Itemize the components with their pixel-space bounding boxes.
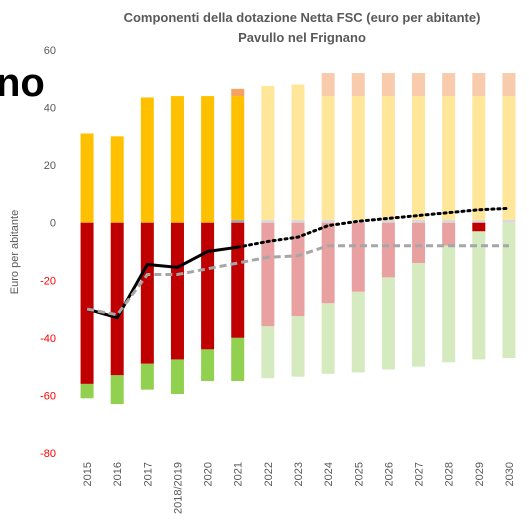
x-tick-label: 2030 (504, 462, 516, 486)
bar-segment (472, 222, 486, 232)
y-tick-label: 60 (44, 45, 56, 57)
bar-segment (351, 291, 365, 373)
bar-segment (442, 219, 456, 223)
bar-segment (261, 326, 275, 379)
bar-segment (231, 222, 245, 338)
y-tick-label: 40 (44, 103, 56, 115)
bar-segment (291, 84, 305, 220)
y-tick-label: 20 (44, 160, 56, 172)
x-tick-label: 2017 (142, 462, 154, 486)
bar-segment (442, 245, 456, 363)
bar-segment (472, 219, 486, 223)
bar-segment (170, 96, 184, 223)
bar-segment (381, 277, 395, 370)
y-tick-label: -60 (40, 390, 56, 402)
bar-segment (502, 222, 516, 359)
bar-segment (502, 96, 516, 220)
bar-segment (261, 85, 275, 220)
x-tick-label: 2016 (112, 462, 124, 486)
bar-segment (140, 363, 154, 390)
bar-segment (472, 231, 486, 360)
bar-segment (351, 219, 365, 223)
bar-segment (291, 316, 305, 377)
x-tick-label: 2021 (233, 462, 245, 486)
bar-segment (291, 219, 305, 223)
bar-segment (502, 219, 516, 223)
x-tick-label: 2024 (323, 462, 335, 486)
bar-segment (381, 219, 395, 223)
x-tick-label: 2026 (383, 462, 395, 486)
x-tick-label: 2027 (414, 462, 426, 486)
y-tick-label: 0 (50, 218, 56, 230)
bar-segment (261, 222, 275, 327)
x-tick-label: 2028 (444, 462, 456, 486)
bar-segment (412, 219, 426, 223)
bar-segment (502, 73, 516, 97)
bar-segment (412, 96, 426, 220)
overlay-text: no (0, 61, 45, 105)
bar-segment (472, 96, 486, 220)
bar-segment (381, 222, 395, 278)
x-tick-label: 2022 (263, 462, 275, 486)
bar-segment (442, 222, 456, 246)
bar-segment (472, 73, 486, 97)
bar-segment (231, 219, 245, 223)
line (236, 206, 511, 249)
bar-segment (321, 303, 335, 374)
bar-segment (351, 96, 365, 220)
bar-segment (321, 73, 335, 97)
bar-segment (80, 383, 94, 399)
x-tick-label: 2029 (474, 462, 486, 486)
bar-segment (351, 222, 365, 292)
bar-segment (412, 222, 426, 264)
bar-segment (412, 263, 426, 367)
bar-segment (231, 96, 245, 220)
x-tick-label: 2015 (82, 462, 94, 486)
line (86, 244, 509, 317)
bar-segment (80, 133, 94, 223)
x-tick-label: 2020 (203, 462, 215, 486)
bar-segment (442, 96, 456, 220)
bar-segment (412, 73, 426, 97)
bar-segment (351, 73, 365, 97)
bar-segment (80, 222, 94, 384)
bar-segment (110, 136, 124, 223)
bar-segment (321, 96, 335, 220)
x-tick-label: 2025 (353, 462, 365, 486)
bar-segment (140, 222, 154, 364)
y-axis-label: Euro per abitante (9, 210, 21, 294)
x-tick-label: 2018/2019 (172, 462, 184, 514)
bar-segment (381, 73, 395, 97)
y-tick-label: -80 (40, 448, 56, 460)
bar-segment (201, 96, 215, 223)
bar-segment (321, 222, 335, 304)
bar-segment (442, 73, 456, 97)
chart-subtitle: Pavullo nel Frignano (238, 30, 366, 45)
x-tick-label: 2023 (293, 462, 305, 486)
bar-segment (231, 337, 245, 382)
bar-segment (110, 375, 124, 405)
bar-segment (261, 219, 275, 223)
line (86, 245, 238, 320)
y-tick-label: -20 (40, 275, 56, 287)
bar-segment (321, 219, 335, 223)
y-tick-label: -40 (40, 333, 56, 345)
bar-segment (201, 222, 215, 350)
bar-segment (110, 222, 124, 376)
bar-segment (170, 359, 184, 394)
bar-segment (170, 222, 184, 360)
bar-segment (140, 97, 154, 223)
bar-segment (381, 96, 395, 220)
chart-title: Componenti della dotazione Netta FSC (eu… (124, 10, 481, 25)
bar-segment (201, 349, 215, 382)
bar-segment (231, 88, 245, 97)
bar-segment (291, 222, 305, 317)
